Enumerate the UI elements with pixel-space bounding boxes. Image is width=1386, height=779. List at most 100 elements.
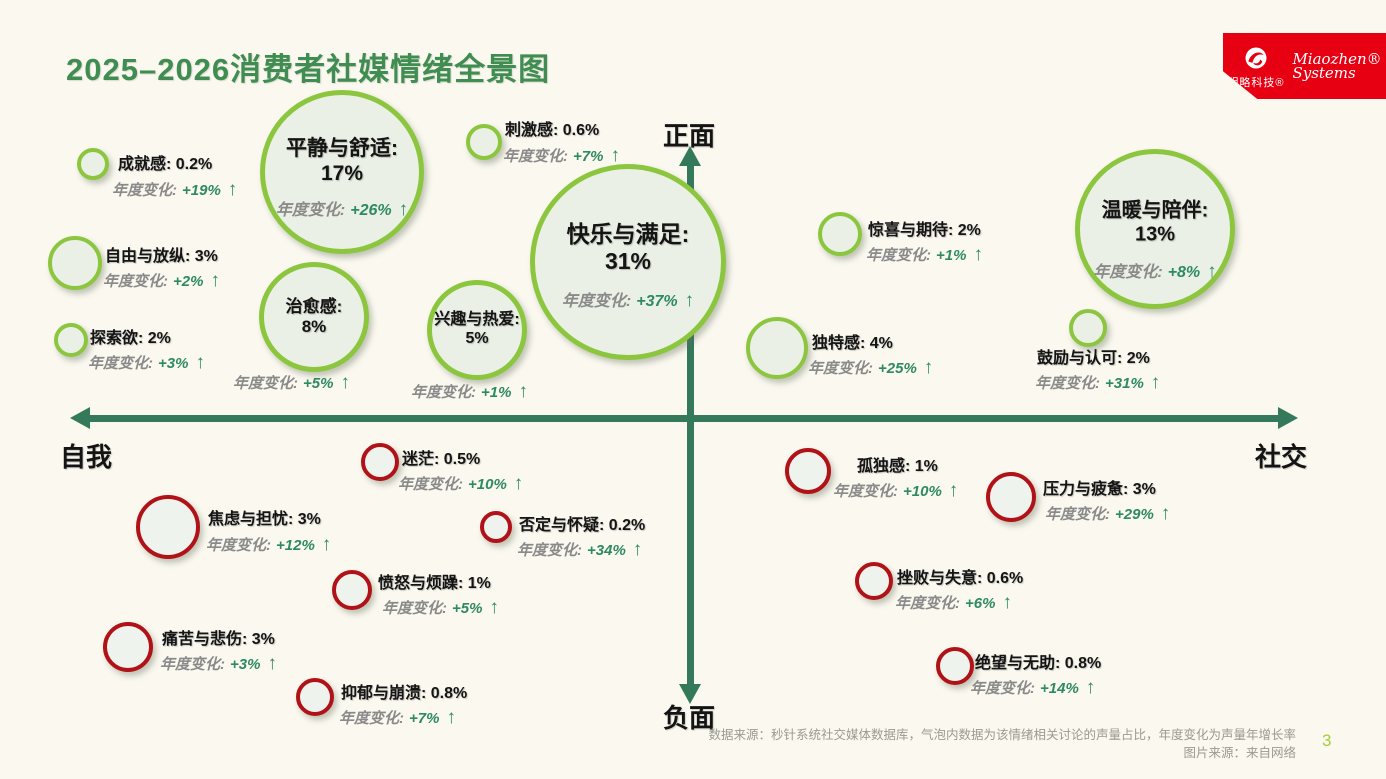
up-arrow-icon: ↑ (1002, 592, 1012, 613)
bubble-annotation-confusion: 年度变化: +10% ↑ (398, 473, 524, 494)
bubble-label-calm-comfort: 平静与舒适: 17% (286, 137, 398, 185)
bubble-label-stress-fatigue: 压力与疲惫: 3% (1043, 481, 1156, 498)
brand-logo: 明略科技® Miaozhen® Systems (1223, 33, 1386, 99)
axis-horizontal (88, 415, 1278, 422)
up-arrow-icon: ↑ (518, 381, 528, 402)
bubble-calm-comfort (260, 90, 424, 254)
bubble-annotation-despair-helplessness: 年度变化: +14% ↑ (970, 677, 1096, 698)
up-arrow-icon: ↑ (398, 199, 409, 220)
up-arrow-icon: ↑ (1160, 503, 1171, 524)
brand-name-en-2: Systems (1292, 64, 1356, 82)
bubble-stress-fatigue (986, 472, 1036, 522)
bubble-annotation-denial-doubt: 年度变化: +34% ↑ (517, 539, 643, 560)
bubble-annotation-stimulation: 年度变化: +7% ↑ (503, 145, 620, 166)
up-arrow-icon: ↑ (227, 179, 238, 200)
axis-horizontal-arrow-right-icon (1278, 407, 1298, 429)
bubble-confusion (361, 443, 399, 481)
bubble-label-anxiety-worry: 焦虑与担忧: 3% (208, 511, 321, 528)
bubble-freedom-indulgence (48, 236, 102, 290)
up-arrow-icon: ↑ (1207, 261, 1217, 282)
bubble-label-freedom-indulgence: 自由与放纵: 3% (105, 248, 218, 265)
bubble-depression-breakdown (296, 678, 334, 716)
footer-source-note: 数据来源：秒针系统社交媒体数据库，气泡内数据为该情绪相关讨论的声量占比，年度变化… (708, 726, 1296, 762)
bubble-surprise-expectation (818, 212, 862, 256)
bubble-annotation-freedom-indulgence: 年度变化: +2% ↑ (103, 270, 220, 291)
up-arrow-icon: ↑ (267, 653, 277, 674)
bubble-label-denial-doubt: 否定与怀疑: 0.2% (519, 517, 646, 534)
bubble-annotation-frustration-disappointment: 年度变化: +6% ↑ (895, 592, 1012, 613)
bubble-anxiety-worry (136, 495, 200, 559)
up-arrow-icon: ↑ (446, 707, 456, 728)
bubble-annotation-loneliness: 年度变化: +10% ↑ (833, 480, 959, 501)
bubble-interest-passion (427, 280, 527, 380)
axis-vertical-arrow-up-icon (679, 146, 701, 166)
footer-line-1: 数据来源：秒针系统社交媒体数据库，气泡内数据为该情绪相关讨论的声量占比，年度变化… (708, 728, 1296, 742)
bubble-label-anger-irritation: 愤怒与烦躁: 1% (378, 575, 491, 592)
up-arrow-icon: ↑ (195, 352, 205, 373)
bubble-label-exploration: 探索欲: 2% (90, 330, 171, 347)
bubble-annotation-pain-sadness: 年度变化: +3% ↑ (160, 653, 277, 674)
up-arrow-icon: ↑ (489, 597, 499, 618)
up-arrow-icon: ↑ (1085, 677, 1096, 698)
bubble-denial-doubt (480, 511, 512, 543)
up-arrow-icon: ↑ (973, 244, 983, 265)
up-arrow-icon: ↑ (684, 290, 695, 311)
bubble-label-warmth-companionship: 温暖与陪伴: 13% (1101, 199, 1209, 245)
bubble-annotation-warmth-companionship: 年度变化: +8% ↑ (1093, 261, 1217, 282)
bubble-exploration (54, 323, 88, 357)
bubble-label-pain-sadness: 痛苦与悲伤: 3% (162, 631, 275, 648)
bubble-despair-helplessness (936, 647, 974, 685)
bubble-loneliness (785, 448, 831, 494)
bubble-annotation-encouragement-recognition: 年度变化: +31% ↑ (1035, 372, 1161, 393)
bubble-encouragement-recognition (1069, 309, 1107, 347)
page-number: 3 (1322, 731, 1332, 750)
bubble-achievement (77, 148, 109, 180)
footer-line-2: 图片来源：来自网络 (1183, 746, 1296, 761)
bubble-label-despair-helplessness: 绝望与无助: 0.8% (975, 655, 1102, 672)
bubble-label-confusion: 迷茫: 0.5% (402, 451, 481, 468)
bubble-label-surprise-expectation: 惊喜与期待: 2% (868, 222, 981, 239)
axis-label-self: 自我 (60, 442, 113, 472)
bubble-annotation-uniqueness: 年度变化: +25% ↑ (808, 357, 934, 378)
brand-name-cn: 明略科技® (1227, 76, 1285, 89)
bubble-label-joy-satisfaction: 快乐与满足: 31% (566, 220, 690, 274)
axis-horizontal-arrow-left-icon (70, 407, 90, 429)
bubble-healing (259, 262, 369, 372)
axis-vertical (687, 162, 694, 684)
up-arrow-icon: ↑ (340, 372, 350, 393)
bubble-annotation-exploration: 年度变化: +3% ↑ (88, 352, 205, 373)
bubble-frustration-disappointment (855, 562, 893, 600)
bubble-pain-sadness (103, 622, 153, 672)
axis-label-social: 社交 (1255, 442, 1308, 472)
bubble-stimulation (466, 124, 502, 160)
bubble-label-stimulation: 刺激感: 0.6% (505, 122, 600, 139)
axis-label-negative: 负面 (663, 703, 716, 733)
bubble-uniqueness (746, 317, 808, 379)
up-arrow-icon: ↑ (513, 473, 524, 494)
up-arrow-icon: ↑ (610, 145, 620, 166)
bubble-label-achievement: 成就感: 0.2% (118, 156, 213, 173)
bubble-annotation-achievement: 年度变化: +19% ↑ (112, 179, 238, 200)
up-arrow-icon: ↑ (948, 480, 959, 501)
page-title: 2025–2026消费者社媒情绪全景图 (66, 52, 551, 87)
bubble-warmth-companionship (1075, 149, 1235, 309)
bubble-annotation-depression-breakdown: 年度变化: +7% ↑ (339, 707, 456, 728)
bubble-anger-irritation (332, 570, 372, 610)
up-arrow-icon: ↑ (1150, 372, 1161, 393)
bubble-label-depression-breakdown: 抑郁与崩溃: 0.8% (341, 685, 468, 702)
bubble-label-frustration-disappointment: 挫败与失意: 0.6% (897, 570, 1024, 587)
bubble-annotation-surprise-expectation: 年度变化: +1% ↑ (866, 244, 983, 265)
up-arrow-icon: ↑ (632, 539, 643, 560)
bubble-label-encouragement-recognition: 鼓励与认可: 2% (1037, 350, 1150, 367)
bubble-annotation-joy-satisfaction: 年度变化: +37% ↑ (561, 290, 695, 311)
up-arrow-icon: ↑ (210, 270, 220, 291)
bubble-label-healing: 治愈感: 8% (285, 296, 343, 336)
bubble-label-uniqueness: 独特感: 4% (812, 335, 893, 352)
axis-vertical-arrow-down-icon (679, 684, 701, 704)
bubble-label-loneliness: 孤独感: 1% (857, 458, 938, 475)
bubble-annotation-interest-passion: 年度变化: +1% ↑ (411, 381, 528, 402)
up-arrow-icon: ↑ (321, 534, 332, 555)
brand-name-en-1: Miaozhen® (1292, 49, 1382, 68)
up-arrow-icon: ↑ (923, 357, 934, 378)
